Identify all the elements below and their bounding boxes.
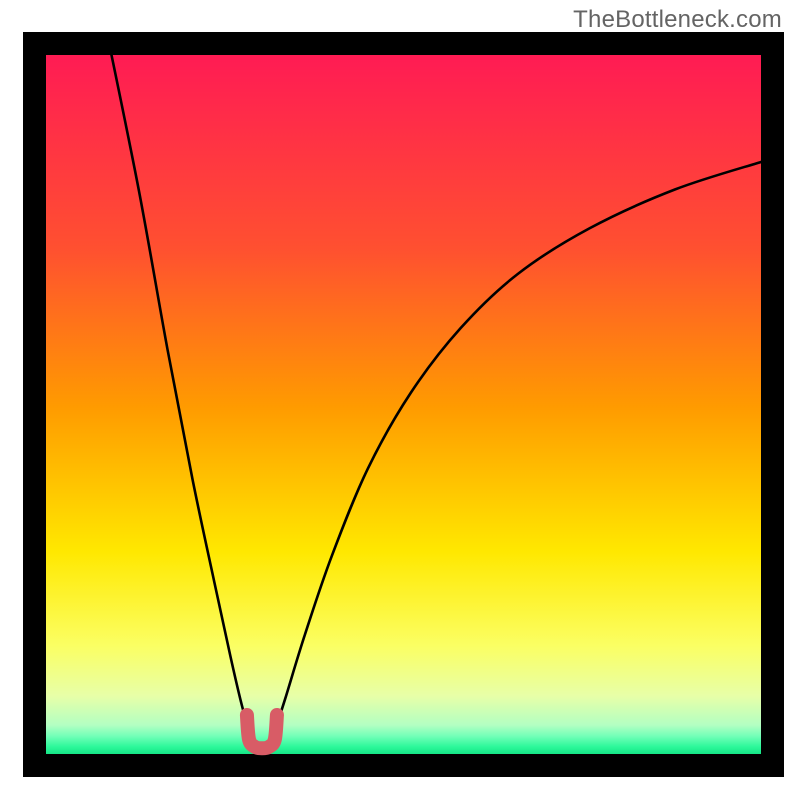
bottleneck-chart xyxy=(0,0,800,800)
watermark-text: TheBottleneck.com xyxy=(573,6,782,34)
chart-root: TheBottleneck.com xyxy=(0,0,800,800)
chart-background xyxy=(46,32,761,754)
